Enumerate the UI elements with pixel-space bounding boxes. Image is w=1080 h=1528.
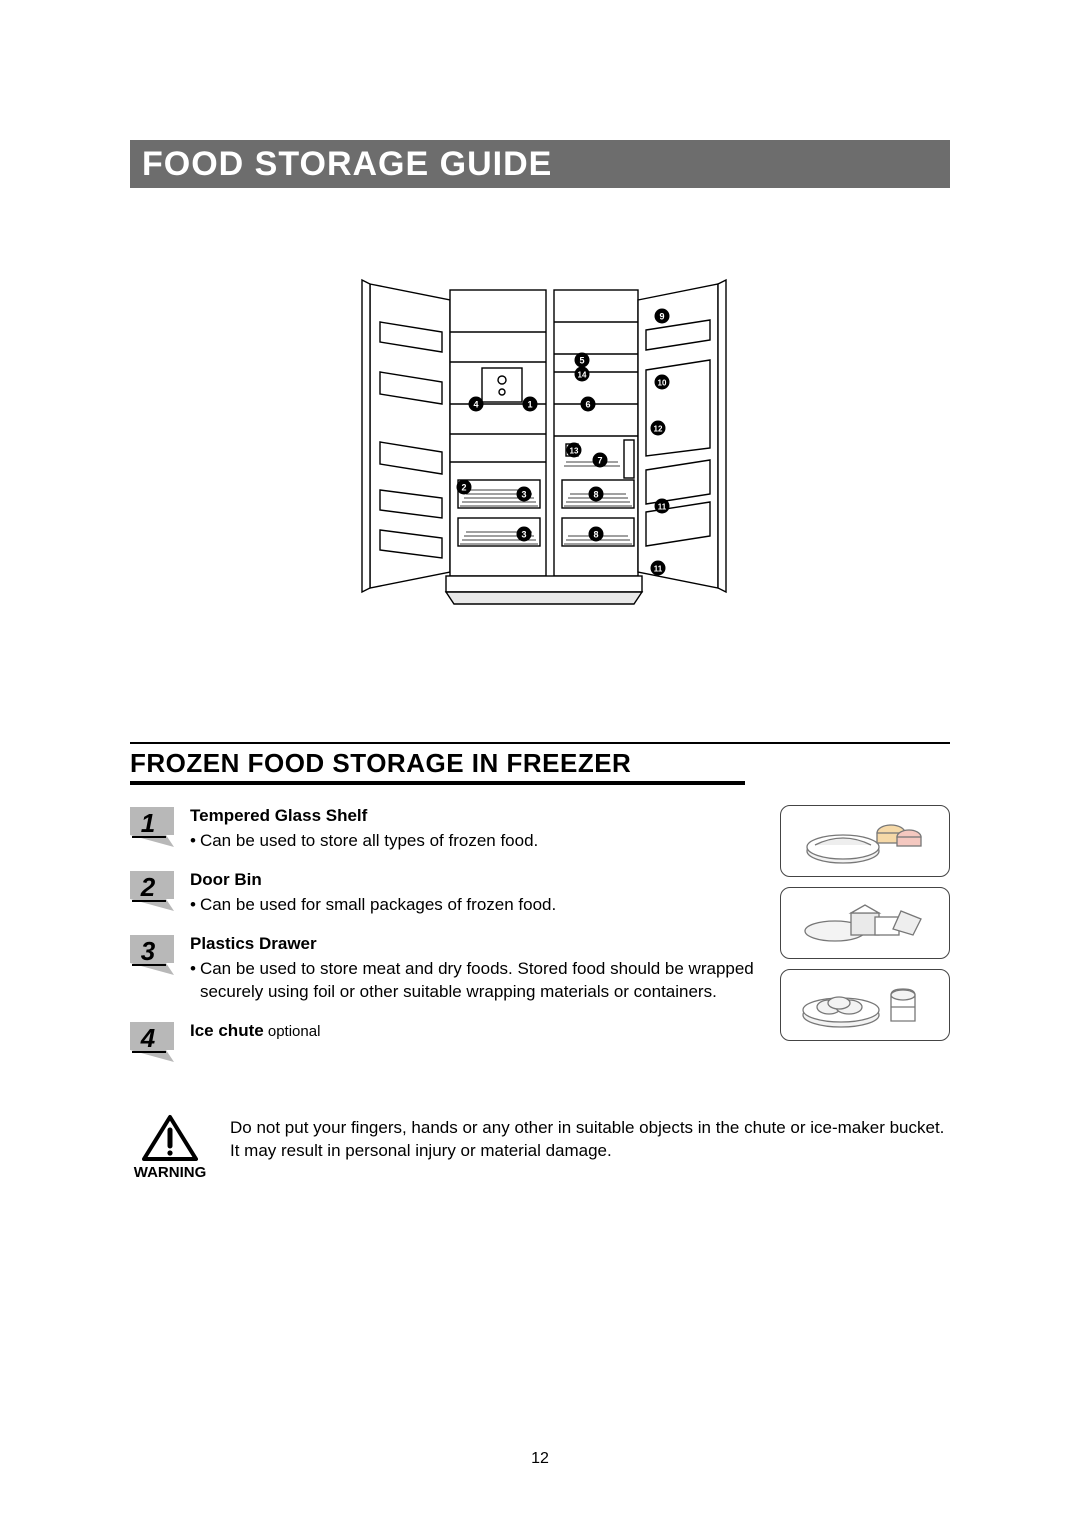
item-body: Tempered Glass Shelf• Can be used to sto… — [190, 805, 756, 853]
item-body: Plastics Drawer• Can be used to store me… — [190, 933, 756, 1004]
section-underline — [130, 781, 745, 785]
storage-item: 2 Door Bin• Can be used for small package… — [130, 869, 756, 917]
svg-text:6: 6 — [585, 400, 590, 410]
item-bullet: • Can be used to store all types of froz… — [190, 830, 756, 853]
svg-text:8: 8 — [593, 530, 598, 540]
item-body: Door Bin• Can be used for small packages… — [190, 869, 756, 917]
fridge-diagram: 12334567889101111121314 — [310, 212, 770, 692]
items-list: 1Tempered Glass Shelf• Can be used to st… — [130, 805, 756, 1078]
item-bullet: • Can be used to store meat and dry food… — [190, 958, 756, 1004]
svg-text:1: 1 — [141, 808, 155, 838]
svg-text:8: 8 — [593, 490, 598, 500]
warning-text: Do not put your fingers, hands or any ot… — [230, 1114, 950, 1164]
warning-badge: WARNING — [130, 1114, 210, 1181]
items-row: 1Tempered Glass Shelf• Can be used to st… — [130, 805, 950, 1078]
item-bullet: • Can be used for small packages of froz… — [190, 894, 756, 917]
svg-text:2: 2 — [140, 872, 156, 902]
svg-text:3: 3 — [521, 490, 526, 500]
svg-text:4: 4 — [140, 1023, 156, 1053]
svg-text:11: 11 — [658, 503, 667, 512]
svg-text:13: 13 — [570, 447, 579, 456]
page-number: 12 — [0, 1450, 1080, 1468]
svg-text:7: 7 — [597, 456, 602, 466]
item-title: Door Bin — [190, 869, 756, 892]
item-number-badge: 3 — [130, 935, 174, 975]
warning-block: WARNING Do not put your fingers, hands o… — [130, 1114, 950, 1181]
item-body: Ice chute optional — [190, 1020, 756, 1045]
svg-text:10: 10 — [658, 379, 667, 388]
page-title: FOOD STORAGE GUIDE — [142, 145, 552, 184]
thumb-meat-dry — [780, 969, 950, 1041]
item-optional-tag: optional — [264, 1023, 321, 1040]
svg-text:9: 9 — [659, 312, 664, 322]
svg-text:12: 12 — [654, 425, 663, 434]
item-title: Tempered Glass Shelf — [190, 805, 756, 828]
section-title: FROZEN FOOD STORAGE IN FREEZER — [130, 748, 950, 779]
svg-text:2: 2 — [461, 483, 466, 493]
svg-text:3: 3 — [521, 530, 526, 540]
warning-icon — [142, 1114, 198, 1162]
item-title: Ice chute optional — [190, 1020, 756, 1043]
svg-text:3: 3 — [141, 936, 156, 966]
svg-text:4: 4 — [473, 400, 478, 410]
title-bar: FOOD STORAGE GUIDE — [130, 140, 950, 188]
storage-item: 4 Ice chute optional — [130, 1020, 756, 1062]
fridge-diagram-wrap: 12334567889101111121314 — [130, 212, 950, 692]
item-number-badge: 4 — [130, 1022, 174, 1062]
item-number-badge: 2 — [130, 871, 174, 911]
thumb-frozen-food — [780, 805, 950, 877]
section-top-rule — [130, 742, 950, 744]
item-number-badge: 1 — [130, 807, 174, 847]
thumbnail-column — [780, 805, 950, 1041]
svg-text:1: 1 — [527, 400, 532, 410]
item-title: Plastics Drawer — [190, 933, 756, 956]
svg-text:5: 5 — [579, 356, 584, 366]
svg-text:14: 14 — [578, 371, 587, 380]
thumb-packages — [780, 887, 950, 959]
storage-item: 1 Tempered Glass Shelf• Can be used to st… — [130, 805, 756, 853]
svg-text:11: 11 — [654, 565, 663, 574]
warning-label: WARNING — [130, 1164, 210, 1181]
storage-item: 3 Plastics Drawer• Can be used to store m… — [130, 933, 756, 1004]
